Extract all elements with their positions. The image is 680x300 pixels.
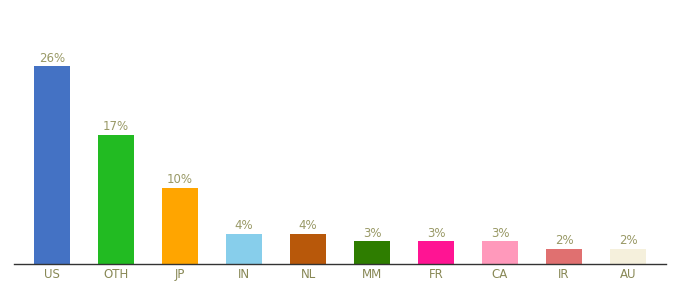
Bar bbox=[35, 66, 69, 264]
Text: 10%: 10% bbox=[167, 173, 193, 187]
Text: 2%: 2% bbox=[619, 234, 637, 247]
Text: 26%: 26% bbox=[39, 52, 65, 65]
Text: 17%: 17% bbox=[103, 120, 129, 133]
Text: 2%: 2% bbox=[555, 234, 573, 247]
Bar bbox=[290, 234, 326, 264]
Bar bbox=[163, 188, 198, 264]
Bar bbox=[418, 241, 454, 264]
Text: 4%: 4% bbox=[299, 219, 318, 232]
Bar bbox=[354, 241, 390, 264]
Bar bbox=[482, 241, 517, 264]
Bar bbox=[226, 234, 262, 264]
Text: 3%: 3% bbox=[491, 227, 509, 240]
Bar bbox=[611, 249, 645, 264]
Text: 3%: 3% bbox=[362, 227, 381, 240]
Text: 3%: 3% bbox=[427, 227, 445, 240]
Bar bbox=[547, 249, 581, 264]
Bar bbox=[99, 135, 133, 264]
Text: 4%: 4% bbox=[235, 219, 254, 232]
